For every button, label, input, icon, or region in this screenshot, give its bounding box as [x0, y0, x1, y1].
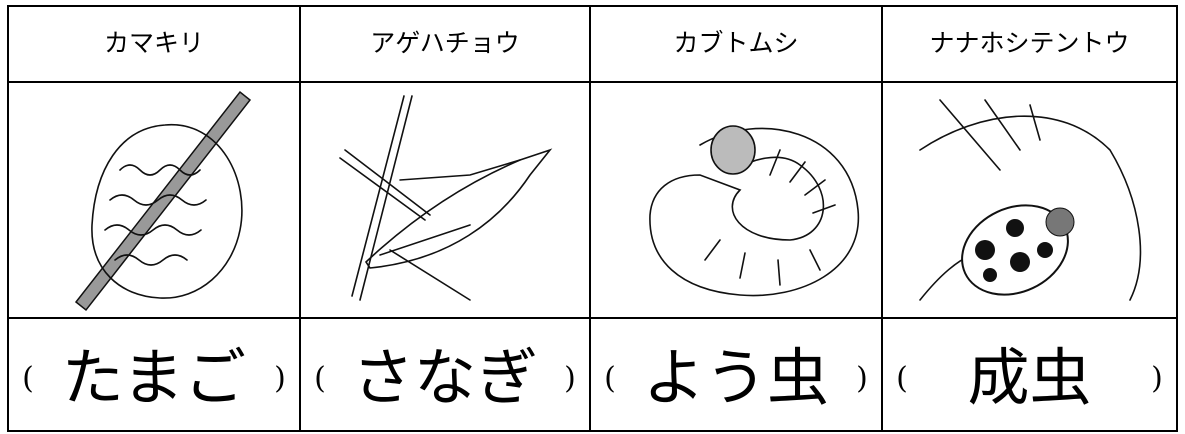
paren-close: )	[274, 361, 286, 396]
paren-close: )	[1151, 361, 1163, 396]
insect-name: カマキリ	[104, 29, 204, 58]
paren-open: (	[896, 361, 908, 396]
stage-answer: たまご	[62, 341, 246, 414]
table-border	[7, 5, 1178, 432]
paren-open: (	[22, 361, 34, 396]
stage-answer: よう虫	[643, 341, 829, 414]
paren-close: )	[856, 361, 868, 396]
larva-drawing	[649, 125, 860, 297]
egg-case-drawing	[74, 90, 252, 312]
insect-name: アゲハチョウ	[370, 29, 520, 58]
ladybug-drawing	[919, 99, 1142, 301]
stage-answer: 成虫	[967, 341, 1091, 414]
insect-name: カブトムシ	[673, 29, 798, 58]
paren-open: (	[604, 361, 616, 396]
paren-close: )	[564, 361, 576, 396]
insect-name: ナナホシテントウ	[929, 29, 1129, 58]
paren-open: (	[314, 361, 326, 396]
chrysalis-drawing	[339, 95, 553, 301]
stage-answer: さなぎ	[352, 341, 538, 414]
